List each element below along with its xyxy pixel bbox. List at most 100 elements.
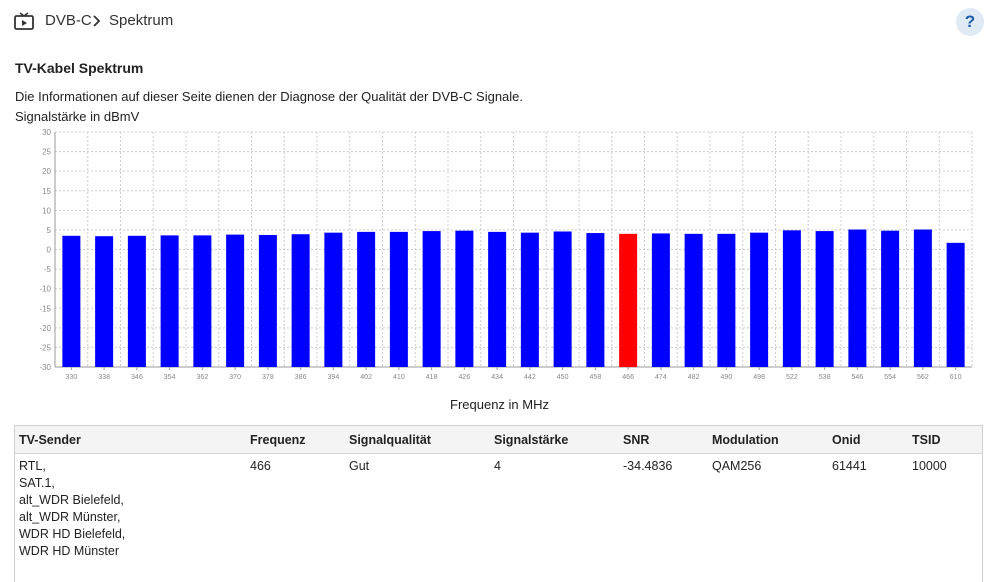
bar-346[interactable] <box>127 235 146 367</box>
cell-onid: 61441 <box>832 459 867 473</box>
table-row: RTL, SAT.1, alt_WDR Bielefeld, alt_WDR M… <box>15 454 982 565</box>
x-tick-label: 402 <box>360 374 372 381</box>
y-tick-label: 5 <box>47 226 52 235</box>
col-modulation: Modulation <box>708 426 828 454</box>
y-tick-label: -15 <box>39 304 51 313</box>
x-tick-label: 434 <box>491 374 503 381</box>
bar-458[interactable] <box>586 233 605 367</box>
bar-546[interactable] <box>848 229 867 367</box>
cell-signalstaerke: 4 <box>494 459 501 473</box>
y-tick-label: 0 <box>47 246 52 255</box>
bar-538[interactable] <box>815 231 834 367</box>
cell-modulation: QAM256 <box>712 459 762 473</box>
y-tick-label: -10 <box>39 285 51 294</box>
bar-370[interactable] <box>226 234 245 367</box>
page-title: TV-Kabel Spektrum <box>15 60 144 76</box>
top-bar: DVB-C Spektrum ? <box>0 0 999 42</box>
x-tick-label: 370 <box>229 374 241 381</box>
x-tick-label: 490 <box>721 374 733 381</box>
col-frequenz: Frequenz <box>246 426 345 454</box>
x-tick-label: 482 <box>688 374 700 381</box>
bar-426[interactable] <box>455 230 474 367</box>
col-signalstaerke: Signalstärke <box>490 426 619 454</box>
x-tick-label: 394 <box>328 374 340 381</box>
page-description: Die Informationen auf dieser Seite diene… <box>15 89 524 104</box>
bar-362[interactable] <box>193 235 212 367</box>
sender-name: WDR HD Bielefeld, <box>19 527 126 541</box>
sender-name: RTL, <box>19 459 46 473</box>
x-tick-label: 562 <box>917 374 929 381</box>
sender-name: WDR HD Münster <box>19 544 120 558</box>
x-tick-label: 386 <box>295 374 307 381</box>
bar-434[interactable] <box>488 231 507 367</box>
bar-522[interactable] <box>782 230 801 367</box>
col-tsid: TSID <box>908 426 982 454</box>
x-tick-label: 538 <box>819 374 831 381</box>
x-tick-label: 410 <box>393 374 405 381</box>
bar-450[interactable] <box>553 231 572 367</box>
x-tick-label: 346 <box>131 374 143 381</box>
x-tick-label: 554 <box>884 374 896 381</box>
x-tick-label: 522 <box>786 374 798 381</box>
x-tick-label: 418 <box>426 374 438 381</box>
bar-610[interactable] <box>946 242 965 367</box>
bar-410[interactable] <box>389 231 408 367</box>
x-tick-label: 458 <box>590 374 602 381</box>
cell-frequenz: 466 <box>250 459 271 473</box>
col-signalqualitaet: Signalqualität <box>345 426 490 454</box>
x-tick-label: 610 <box>950 374 962 381</box>
bar-338[interactable] <box>95 236 114 367</box>
x-tick-labels: 330 338 346 354 362 370 378 386 394 402 410 418 426 4… <box>66 367 962 381</box>
x-tick-label: 378 <box>262 374 274 381</box>
sender-name: SAT.1, <box>19 476 55 490</box>
x-tick-label: 330 <box>66 374 78 381</box>
help-button[interactable]: ? <box>956 8 984 36</box>
channel-table: TV-Sender Frequenz Signalqualität Signal… <box>14 425 983 582</box>
y-tick-label: 20 <box>42 167 51 176</box>
cell-snr: -34.4836 <box>623 459 673 473</box>
cell-tv-sender: RTL, SAT.1, alt_WDR Bielefeld, alt_WDR M… <box>15 454 246 565</box>
breadcrumb-spektrum: Spektrum <box>109 12 174 29</box>
col-tv-sender: TV-Sender <box>15 426 246 454</box>
bar-562[interactable] <box>913 229 932 367</box>
bar-378[interactable] <box>258 235 277 367</box>
y-tick-label: 30 <box>42 128 51 137</box>
x-tick-label: 450 <box>557 374 569 381</box>
x-tick-label: 362 <box>197 374 209 381</box>
y-tick-label: -20 <box>39 324 51 333</box>
x-tick-label: 354 <box>164 374 176 381</box>
bar-418[interactable] <box>422 231 441 367</box>
chart-grid <box>54 131 973 368</box>
breadcrumb-dvbc[interactable]: DVB-C <box>45 12 92 29</box>
y-tick-label: -30 <box>39 363 51 372</box>
sender-name: alt_WDR Münster, <box>19 510 121 524</box>
x-tick-label: 426 <box>459 374 471 381</box>
y-axis-label: Signalstärke in dBmV <box>15 109 140 124</box>
bar-386[interactable] <box>291 234 310 367</box>
bar-498[interactable] <box>750 232 769 367</box>
bar-466[interactable] <box>619 233 638 367</box>
bar-442[interactable] <box>520 232 539 367</box>
y-tick-label: -25 <box>39 343 51 352</box>
y-tick-label: 10 <box>42 206 51 215</box>
x-tick-label: 338 <box>98 374 110 381</box>
x-tick-label: 466 <box>622 374 634 381</box>
bar-554[interactable] <box>881 230 900 367</box>
bar-482[interactable] <box>684 233 703 367</box>
bar-402[interactable] <box>357 231 376 367</box>
bar-474[interactable] <box>651 233 670 367</box>
table-header-row: TV-Sender Frequenz Signalqualität Signal… <box>15 426 982 454</box>
bar-490[interactable] <box>717 233 736 367</box>
bar-394[interactable] <box>324 232 343 367</box>
y-tick-labels: 30 25 20 15 10 5 0 -5 -10 -15 -20 -25 -30 <box>39 128 51 372</box>
x-tick-label: 498 <box>753 374 765 381</box>
x-tick-label: 474 <box>655 374 667 381</box>
bar-354[interactable] <box>160 235 179 367</box>
x-axis-label: Frequenz in MHz <box>450 397 549 412</box>
bar-330[interactable] <box>62 235 81 367</box>
y-tick-label: -5 <box>44 265 52 274</box>
x-tick-label: 546 <box>852 374 864 381</box>
x-tick-label: 442 <box>524 374 536 381</box>
cell-signalqualitaet: Gut <box>349 459 370 473</box>
